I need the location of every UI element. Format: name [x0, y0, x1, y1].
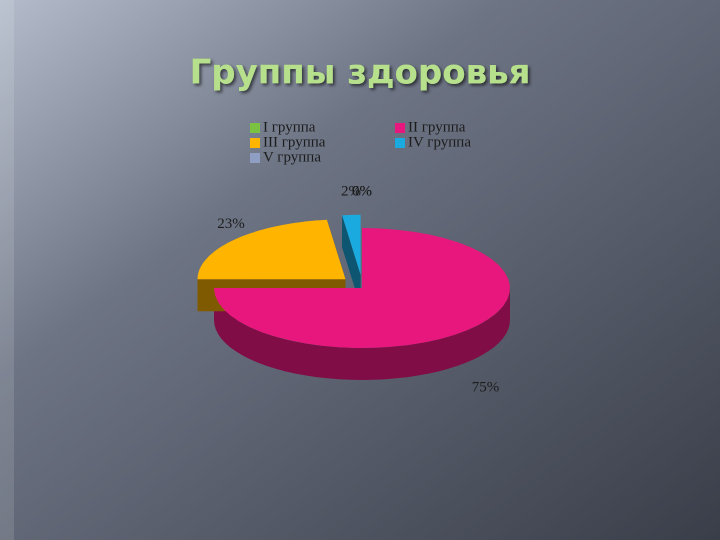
legend-swatch [395, 123, 405, 133]
legend-label: I группа [263, 119, 316, 135]
legend-swatch [395, 138, 405, 148]
left-strip [0, 0, 14, 540]
legend-label: V группа [263, 149, 321, 165]
legend-label: II группа [408, 119, 466, 135]
data-label: 0% [352, 183, 372, 199]
slice-cut-face [342, 215, 361, 307]
legend-swatch [250, 123, 260, 133]
slice [342, 214, 361, 275]
legend-swatch [250, 153, 260, 163]
data-label: 23% [217, 216, 245, 232]
chart-title: Группы здоровья [190, 53, 531, 93]
data-label: 75% [472, 379, 500, 395]
slice-side [214, 288, 510, 380]
data-label: 0% [352, 183, 372, 199]
legend-label: IV группа [408, 134, 471, 150]
legend-label: III группа [263, 134, 326, 150]
data-label: 2% [341, 184, 361, 200]
slice [197, 219, 346, 280]
slice [214, 228, 510, 348]
legend-swatch [250, 138, 260, 148]
